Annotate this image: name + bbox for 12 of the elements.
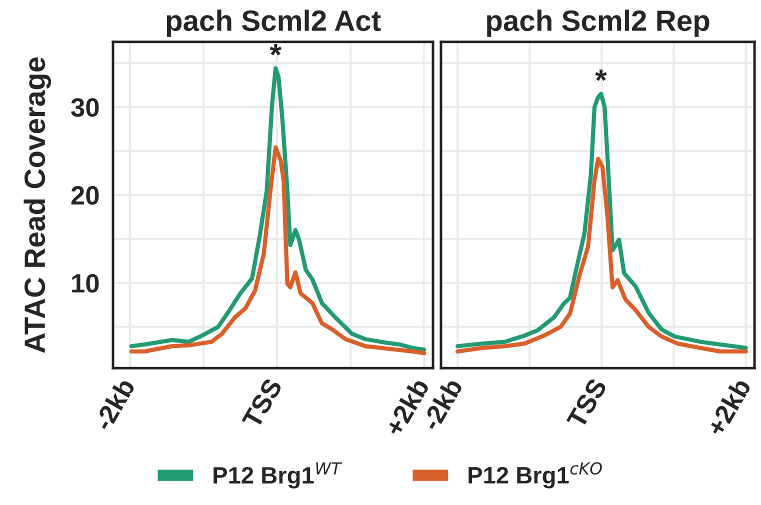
line-series: [129, 66, 426, 352]
y-axis-title: ATAC Read Coverage: [24, 57, 52, 353]
y-tick-label: 10: [72, 274, 99, 293]
y-tick-label: 20: [71, 186, 99, 205]
annotation: *: [595, 70, 607, 81]
line-series: [129, 145, 426, 356]
legend-label: P12 Brg1$^{WT}$: [214, 462, 342, 488]
chart-title: pach Scml2 Rep: [487, 10, 710, 37]
y-tick-label: 30: [71, 98, 99, 117]
chart-title: pach Scml2 Act: [166, 10, 381, 37]
legend-label: P12 Brg1$^{cKO}$: [468, 462, 602, 488]
annotation: *: [270, 44, 282, 56]
